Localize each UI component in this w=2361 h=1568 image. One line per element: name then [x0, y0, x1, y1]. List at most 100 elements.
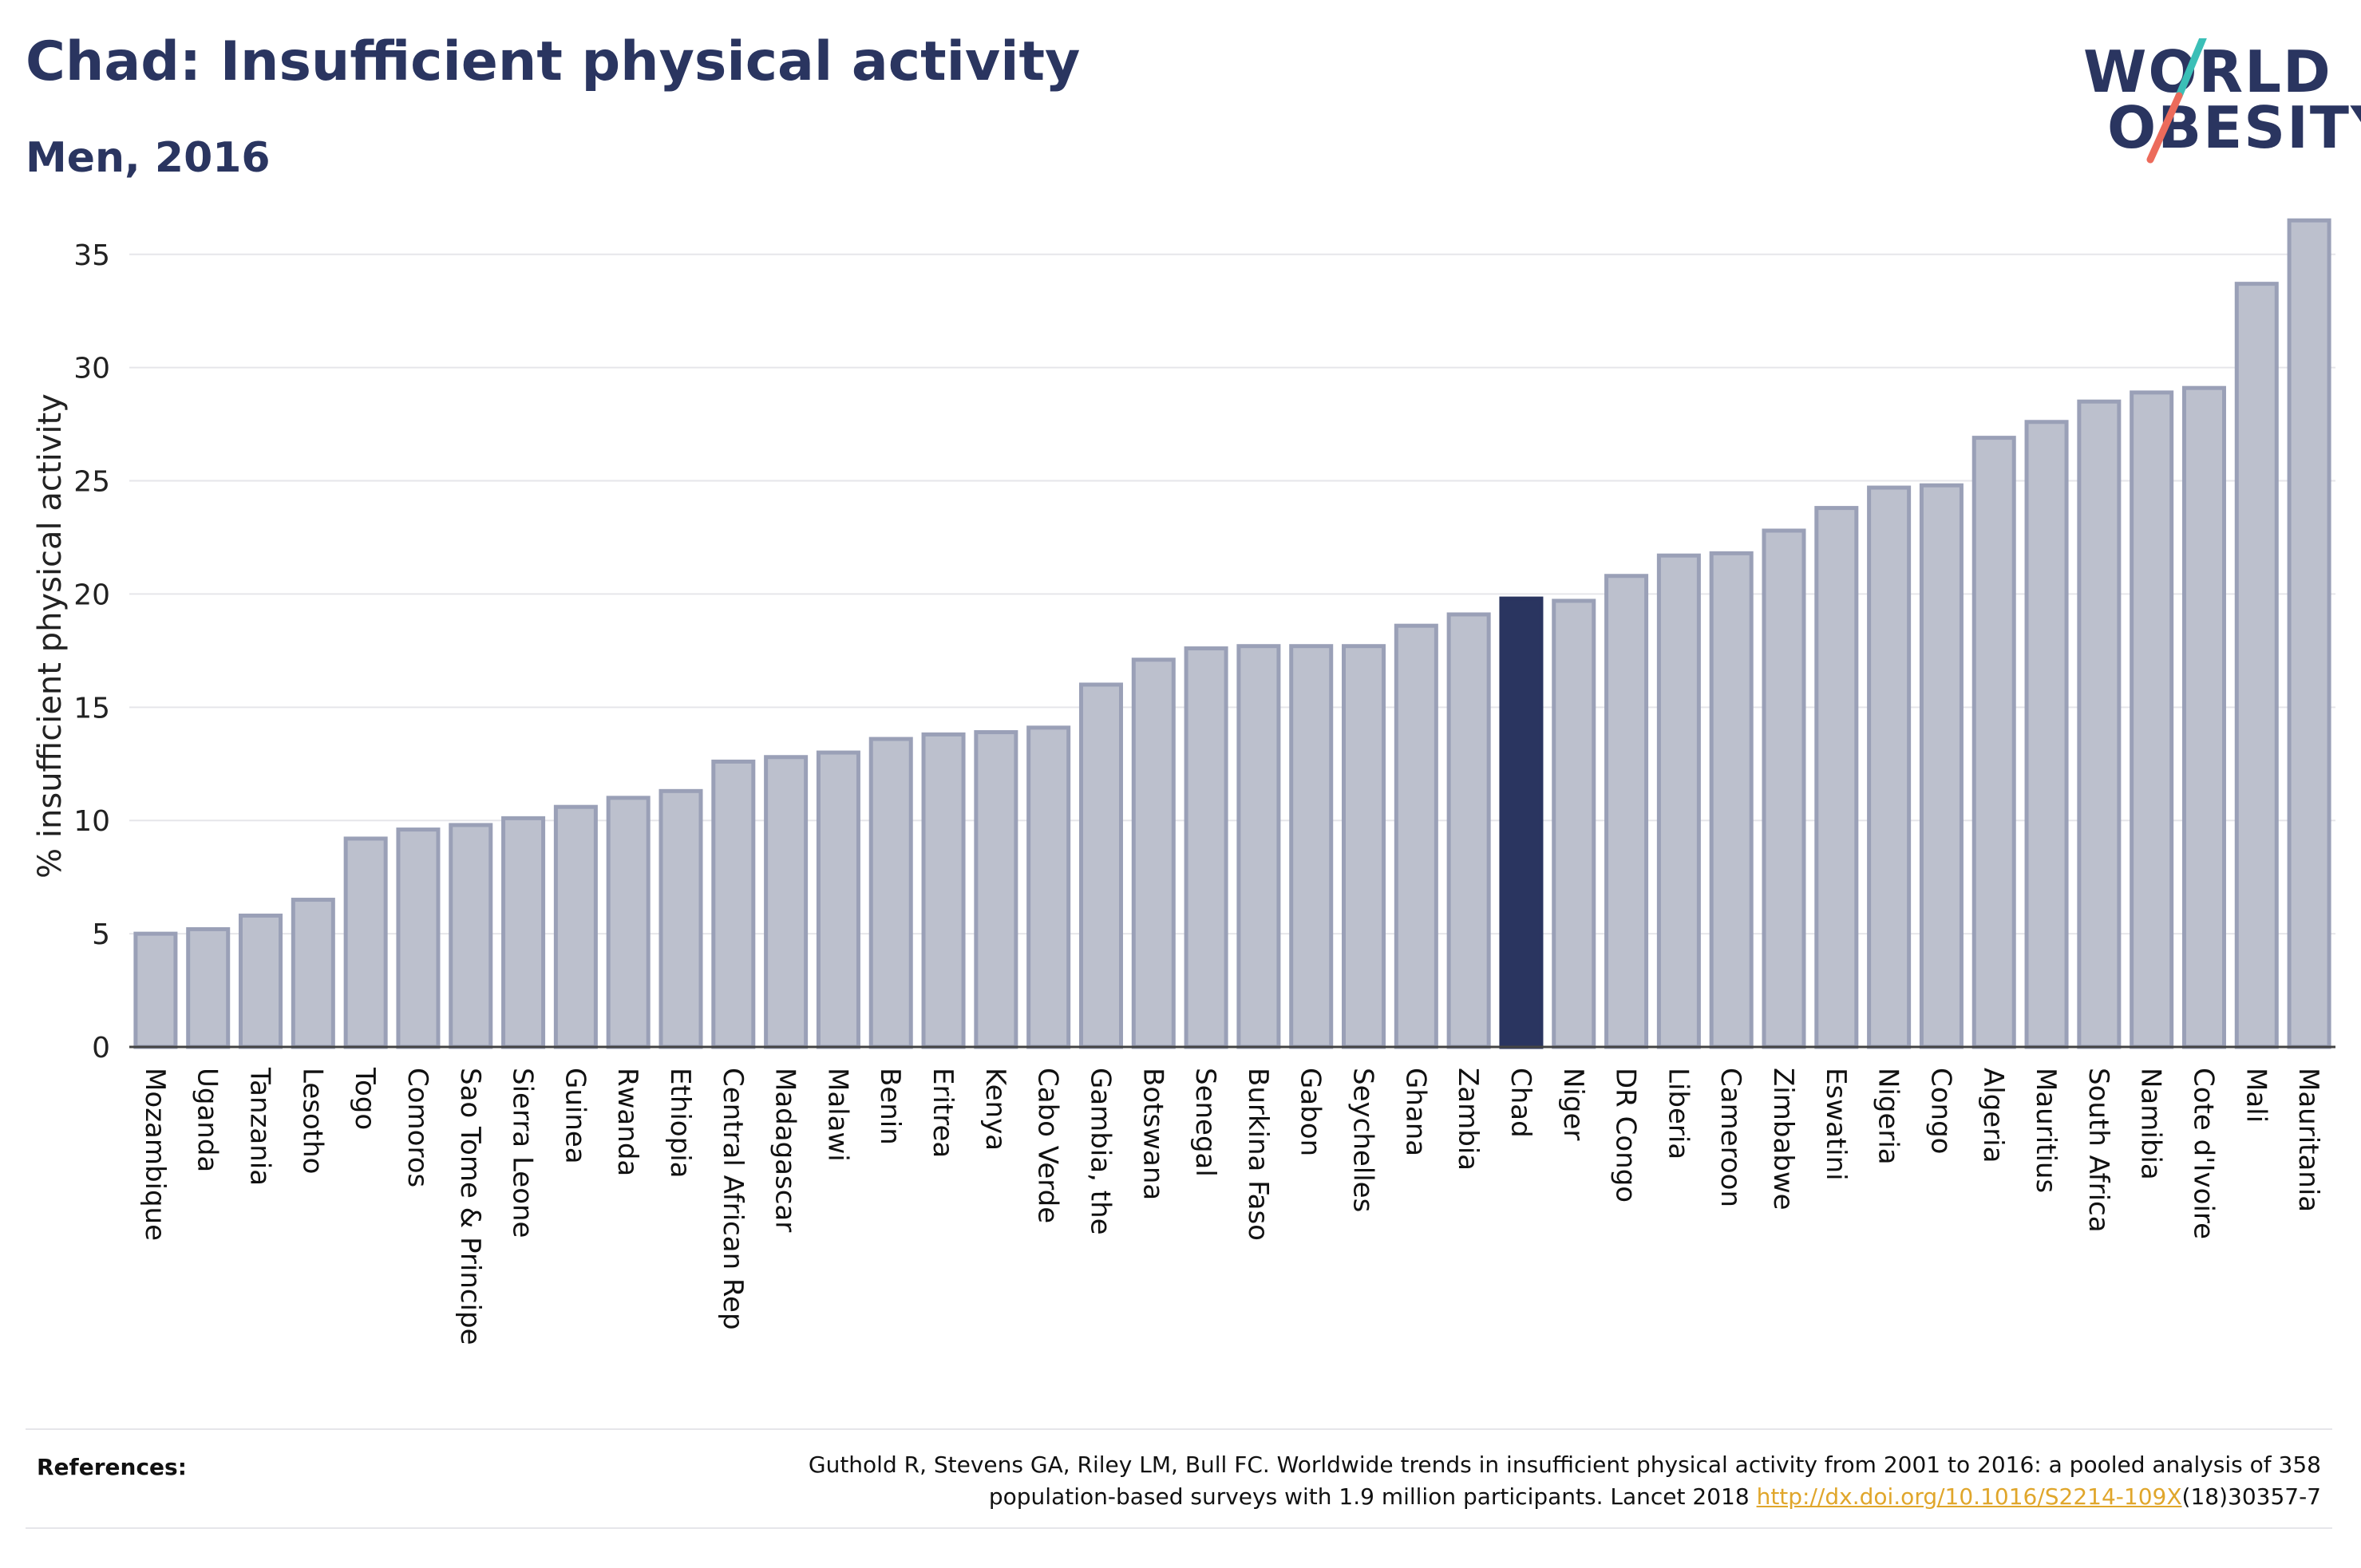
x-tick-label: Senegal [1189, 1068, 1221, 1177]
x-tick-label: South Africa [2082, 1068, 2114, 1233]
bar-chart: 0 5 10 15 20 25 30 35 % insufficient physical ac… [32, 218, 2335, 1345]
chart-title: Chad: Insufficient physical activity [26, 30, 1081, 93]
x-tick-label: Cameroon [1714, 1068, 1746, 1207]
bar [1762, 528, 1806, 1049]
x-tick-label: Gambia, the [1084, 1068, 1116, 1235]
x-tick-label: Uganda [192, 1068, 223, 1172]
y-tick-label: 0 [92, 1032, 110, 1064]
bar [343, 836, 388, 1049]
chart-subtitle: Men, 2016 [26, 134, 271, 182]
references-line-2-suffix: (18)30357-7 [2181, 1483, 2321, 1510]
x-tick-label: Niger [1557, 1068, 1589, 1140]
bar [1026, 725, 1071, 1049]
logo-word-world: WORLD [2083, 38, 2332, 105]
bar [133, 931, 178, 1049]
x-tick-label: Sierra Leone [507, 1068, 539, 1238]
bar [1709, 551, 1754, 1049]
bar [1289, 644, 1334, 1049]
x-tick-label: Cote d'Ivoire [2187, 1068, 2219, 1239]
world-obesity-logo: WORLD OBESITY [2083, 38, 2361, 166]
bar [1236, 644, 1281, 1049]
bar [2181, 385, 2226, 1049]
bar [1552, 598, 1596, 1049]
logo-slash-icon [2146, 38, 2207, 164]
references-box: References: Guthold R, Stevens GA, Riley… [26, 1428, 2332, 1529]
y-tick-label: 20 [73, 579, 110, 611]
x-tick-label: Burkina Faso [1242, 1068, 1274, 1241]
bar [1919, 483, 1964, 1049]
bar [239, 913, 283, 1049]
x-tick-label: Mauritius [2030, 1068, 2062, 1193]
bar [1184, 646, 1228, 1049]
y-tick-label: 5 [92, 918, 110, 951]
bar [868, 737, 913, 1049]
bar [658, 788, 703, 1049]
bar [501, 816, 546, 1049]
x-tick-label: Chad [1505, 1068, 1536, 1138]
bar [921, 732, 966, 1049]
y-tick-label: 15 [73, 692, 110, 725]
x-tick-label: Ethiopia [664, 1068, 696, 1178]
x-tick-label: Togo [349, 1067, 381, 1130]
bar-highlighted [1499, 596, 1544, 1049]
x-tick-label: Central African Rep [717, 1068, 749, 1330]
bar [2130, 390, 2174, 1049]
x-tick-label: Lesotho [296, 1068, 328, 1174]
bar [2077, 399, 2122, 1049]
x-tick-label: Benin [874, 1068, 906, 1145]
x-tick-label: Eswatini [1820, 1068, 1852, 1181]
references-label: References: [37, 1454, 187, 1480]
x-tick-label: Namibia [2135, 1068, 2167, 1180]
references-line-2: population-based surveys with 1.9 millio… [501, 1481, 2321, 1513]
x-tick-label: Mali [2240, 1068, 2272, 1123]
x-tick-label: Cabo Verde [1032, 1068, 1064, 1223]
references-line-2-prefix: population-based surveys with 1.9 millio… [988, 1483, 1757, 1510]
x-tick-label: Mauritania [2292, 1068, 2324, 1212]
x-tick-label: Nigeria [1873, 1068, 1904, 1165]
y-tick-label: 35 [73, 239, 110, 272]
bar [1867, 485, 1912, 1049]
bar [1446, 612, 1491, 1049]
x-tick-label: Guinea [559, 1068, 591, 1164]
x-tick-label: Madagascar [769, 1068, 801, 1232]
bar [1814, 506, 1859, 1049]
x-tick-label: Mozambique [139, 1068, 171, 1241]
bar [764, 755, 809, 1049]
bar [1078, 682, 1123, 1049]
x-tick-label: Ghana [1399, 1068, 1431, 1156]
x-tick-label: Congo [1924, 1068, 1956, 1154]
bar [711, 759, 756, 1049]
doi-link[interactable]: http://dx.doi.org/10.1016/S2214-109X [1756, 1483, 2182, 1510]
bar [186, 926, 231, 1049]
bar [1131, 658, 1176, 1049]
y-tick-label: 10 [73, 805, 110, 838]
bar [606, 796, 651, 1049]
y-tick-label: 25 [73, 466, 110, 499]
bar [1342, 644, 1386, 1049]
bar [553, 804, 598, 1049]
bar [2024, 420, 2069, 1049]
x-tick-label: Rwanda [611, 1068, 643, 1176]
x-tick-label: Liberia [1662, 1068, 1694, 1159]
bar [816, 750, 860, 1049]
references-text: Guthold R, Stevens GA, Riley LM, Bull FC… [501, 1449, 2321, 1513]
x-tick-label: Comoros [401, 1068, 433, 1187]
bar [1604, 574, 1649, 1049]
x-tick-label: Gabon [1295, 1068, 1327, 1156]
x-tick-label: Malawi [821, 1068, 853, 1162]
bar [2234, 282, 2279, 1049]
x-tick-label: Sao Tome & Principe [454, 1068, 486, 1345]
x-tick-label: Eritrea [927, 1068, 959, 1158]
bar [396, 827, 441, 1049]
x-tick-label: DR Congo [1610, 1068, 1642, 1203]
x-tick-label: Botswana [1137, 1068, 1169, 1200]
y-axis-label: % insufficient physical activity [32, 393, 69, 879]
references-line-1: Guthold R, Stevens GA, Riley LM, Bull FC… [808, 1451, 2321, 1478]
x-tick-label: Kenya [979, 1068, 1011, 1151]
bar [291, 898, 335, 1049]
x-tick-label: Algeria [1977, 1068, 2009, 1163]
x-tick-label: Zambia [1452, 1068, 1484, 1171]
bar [1971, 436, 2016, 1049]
bar [1656, 553, 1701, 1049]
logo-word-obesity: OBESITY [2107, 94, 2361, 161]
